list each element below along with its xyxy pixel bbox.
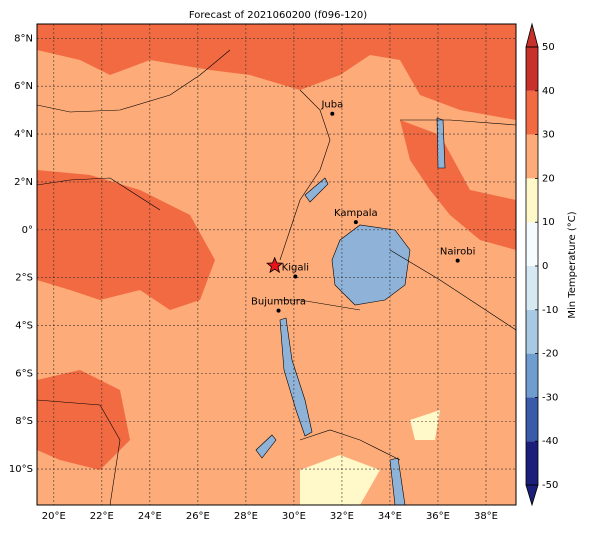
city-label: Kampala — [334, 208, 378, 219]
colorbar-tick-label: -30 — [542, 392, 558, 403]
colorbar-segment — [526, 222, 538, 266]
lake — [436, 117, 446, 169]
lat-tick-label: 2°N — [14, 177, 33, 188]
colorbar-tick-label: 0 — [542, 261, 548, 272]
lat-tick-label: 4°S — [15, 321, 33, 332]
location-marker — [266, 256, 284, 274]
city-dot — [276, 308, 281, 313]
lon-tick-label: 36°E — [426, 511, 450, 522]
lon-tick-label: 34°E — [378, 511, 402, 522]
colorbar-extend-top — [525, 22, 539, 48]
lat-tick-label: 6°N — [14, 81, 33, 92]
colorbar-segment — [526, 441, 538, 485]
warm-region — [37, 170, 215, 310]
cool-region — [410, 410, 440, 440]
lon-tick-label: 22°E — [90, 511, 114, 522]
colorbar-tick-label: -50 — [542, 480, 558, 491]
warm-region — [37, 24, 516, 120]
colorbar-tick-label: -20 — [542, 349, 558, 360]
city-label: Bujumbura — [251, 297, 306, 308]
city-label: Kigali — [282, 262, 309, 273]
colorbar-segment — [526, 353, 538, 398]
lon-tick-label: 24°E — [138, 511, 162, 522]
lake — [304, 177, 329, 203]
lon-tick-label: 30°E — [282, 511, 306, 522]
colorbar-segment — [526, 134, 538, 179]
colorbar-tick-label: 30 — [542, 130, 555, 141]
city-label: Nairobi — [440, 247, 476, 258]
lon-tick-label: 32°E — [330, 511, 354, 522]
lon-tick-label: 28°E — [234, 511, 258, 522]
lon-tick-label: 38°E — [474, 511, 498, 522]
lat-tick-label: 0° — [22, 225, 33, 236]
colorbar-tick-label: 50 — [542, 42, 555, 53]
colorbar-segment — [526, 178, 538, 223]
colorbar-tick-label: 20 — [542, 173, 555, 184]
colorbar-tick-label: -40 — [542, 436, 558, 447]
lat-tick-label: 6°S — [15, 368, 33, 379]
title: Forecast of 2021060200 (f096-120) — [189, 10, 367, 21]
warm-region — [37, 370, 130, 470]
lat-tick-label: 2°S — [15, 273, 33, 284]
lake — [331, 224, 411, 306]
map-frame — [36, 23, 517, 506]
cool-region — [300, 455, 380, 505]
colorbar-segment — [526, 309, 538, 354]
city-label: Juba — [320, 100, 343, 111]
lon-tick-label: 26°E — [186, 511, 210, 522]
colorbar-segment — [526, 47, 538, 91]
city-dot — [330, 111, 335, 116]
city-dot — [353, 220, 358, 225]
lat-tick-label: 8°S — [15, 416, 33, 427]
border — [37, 49, 516, 505]
lon-tick-label: 20°E — [42, 511, 66, 522]
lat-tick-label: 4°N — [14, 129, 33, 140]
colorbar-tick-label: 10 — [542, 217, 555, 228]
warm-region — [400, 120, 516, 250]
city-dot — [293, 274, 298, 279]
colorbar-segment — [526, 90, 538, 135]
map-field — [37, 24, 516, 505]
colorbar-tick-label: 40 — [542, 86, 555, 97]
colorbar-segment — [526, 397, 538, 442]
lake — [389, 457, 406, 505]
city-dot — [455, 258, 460, 263]
lake — [279, 317, 313, 437]
lat-tick-label: 10°S — [9, 464, 33, 475]
colorbar-tick-label: -10 — [542, 305, 558, 316]
colorbar-label: Min Temperature (°C) — [567, 211, 578, 318]
lake — [255, 434, 277, 459]
colorbar-extend-bottom — [525, 484, 539, 507]
lat-tick-label: 8°N — [14, 33, 33, 44]
colorbar-segment — [526, 266, 538, 310]
